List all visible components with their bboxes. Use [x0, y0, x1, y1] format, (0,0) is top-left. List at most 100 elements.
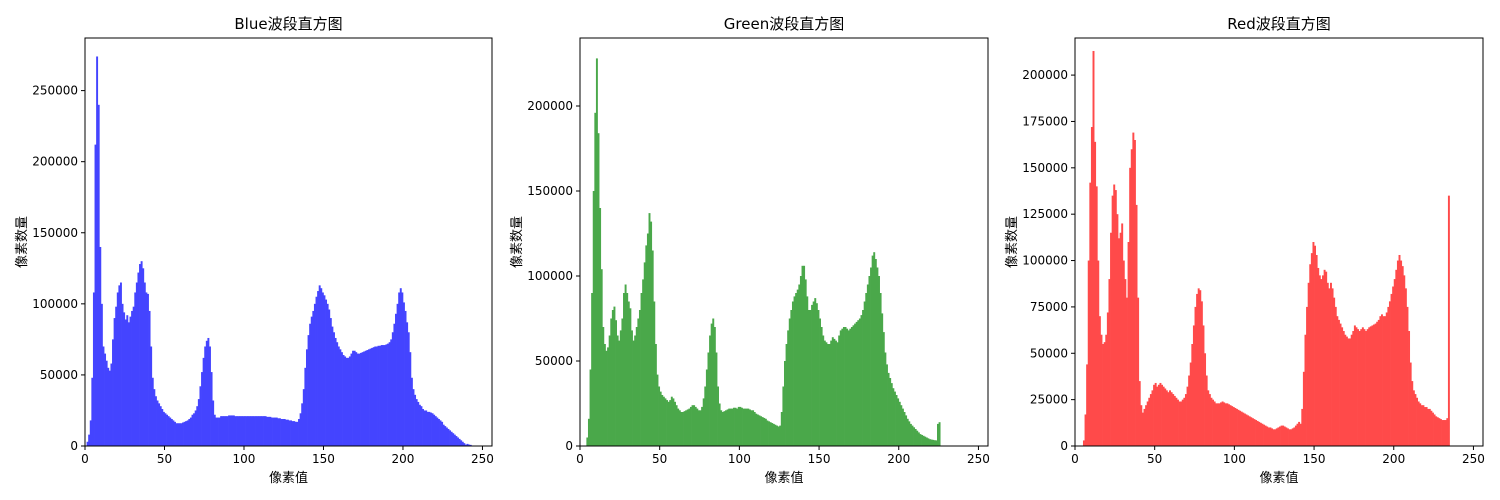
green-bar	[905, 415, 908, 446]
red-y-tick-label: 100000	[1022, 254, 1068, 268]
green-bar	[618, 340, 621, 446]
red-bar	[1122, 260, 1125, 446]
red-bar	[1371, 325, 1374, 446]
blue-bar	[390, 339, 393, 446]
red-bar	[1194, 306, 1197, 446]
red-bar	[1296, 423, 1299, 446]
blue-bar	[387, 343, 390, 446]
red-bar	[1239, 410, 1242, 446]
blue-bar	[218, 417, 221, 446]
red-bar	[1130, 149, 1133, 446]
green-bar	[766, 420, 769, 446]
blue-bar	[174, 421, 176, 446]
red-x-tick-label: 250	[1462, 452, 1485, 466]
blue-bar	[185, 421, 188, 446]
green-bar	[659, 391, 662, 446]
red-bar	[1229, 405, 1232, 446]
green-bar	[927, 438, 930, 446]
green-bar	[935, 440, 938, 446]
blue-bar	[298, 418, 300, 446]
green-bar	[689, 406, 692, 446]
blue-bar	[301, 403, 304, 446]
green-bar	[685, 410, 688, 446]
green-bar	[750, 410, 753, 446]
blue-bar	[375, 346, 378, 446]
blue-bar	[178, 423, 181, 446]
red-bar	[1224, 403, 1227, 446]
red-bar	[1428, 408, 1431, 446]
blue-bar	[452, 433, 455, 446]
green-bar	[592, 191, 595, 446]
red-bar	[1390, 293, 1393, 446]
blue-bar	[418, 404, 421, 446]
red-bar	[1333, 297, 1336, 446]
blue-bar	[398, 292, 401, 446]
blue-bar	[274, 417, 277, 446]
green-bar	[756, 414, 759, 446]
red-x-ticks: 0 50 100 150 200 250	[1071, 446, 1485, 466]
green-bar	[748, 409, 751, 446]
blue-bar	[209, 346, 211, 446]
green-bar	[693, 405, 696, 446]
blue-x-tick-label: 200	[392, 452, 415, 466]
blue-bar	[374, 346, 377, 446]
red-bar	[1286, 428, 1289, 446]
blue-bar	[304, 367, 307, 446]
green-y-ticks: 0 50000 100000 150000 200000	[527, 99, 580, 453]
blue-bar	[310, 316, 313, 446]
green-bar	[603, 344, 606, 446]
green-y-tick-label: 100000	[527, 269, 573, 283]
blue-bar	[131, 310, 134, 446]
red-bar	[1146, 401, 1149, 446]
blue-bar	[286, 419, 289, 446]
green-bar	[842, 327, 845, 446]
blue-bar	[331, 326, 334, 446]
green-bar	[705, 369, 708, 446]
red-bar	[1306, 306, 1309, 446]
red-bar	[1301, 408, 1304, 446]
red-bar	[1435, 416, 1438, 446]
green-bar	[650, 221, 653, 446]
blue-bar	[407, 332, 410, 446]
green-bar	[696, 408, 699, 446]
green-y-tick-label: 0	[565, 439, 573, 453]
blue-bar	[99, 246, 102, 446]
green-bar	[908, 421, 911, 446]
red-bar	[1393, 279, 1396, 446]
red-bar	[1153, 384, 1156, 446]
red-bar	[1277, 427, 1280, 446]
red-bar	[1226, 403, 1229, 446]
red-chart-title: Red波段直方图	[1227, 15, 1331, 33]
green-bar	[637, 318, 640, 446]
green-bar	[680, 412, 683, 446]
blue-bar	[204, 346, 207, 446]
green-bar	[632, 340, 635, 446]
blue-bar	[177, 423, 180, 446]
red-bar	[1251, 418, 1254, 446]
blue-bar	[417, 401, 420, 446]
red-bar	[1086, 364, 1089, 446]
red-bar	[1169, 390, 1171, 446]
green-bar	[745, 408, 748, 446]
green-bar	[916, 430, 919, 446]
blue-bar	[388, 342, 391, 446]
blue-bar	[409, 352, 412, 446]
blue-bar	[344, 356, 347, 446]
green-bar	[624, 284, 627, 446]
red-bar	[1162, 386, 1165, 446]
blue-bar	[250, 416, 253, 446]
blue-bar	[193, 413, 196, 446]
green-bar	[799, 276, 802, 446]
green-bar	[682, 412, 684, 446]
red-bar	[1363, 329, 1366, 446]
green-bar	[591, 293, 594, 446]
red-bar	[1447, 195, 1450, 446]
green-bar	[642, 279, 645, 446]
red-bar	[1210, 397, 1213, 446]
red-bar	[1240, 411, 1243, 446]
green-bar	[787, 330, 790, 446]
green-bar	[913, 427, 916, 446]
red-bar	[1212, 399, 1214, 446]
blue-bar	[420, 406, 423, 446]
red-bar	[1208, 394, 1211, 446]
